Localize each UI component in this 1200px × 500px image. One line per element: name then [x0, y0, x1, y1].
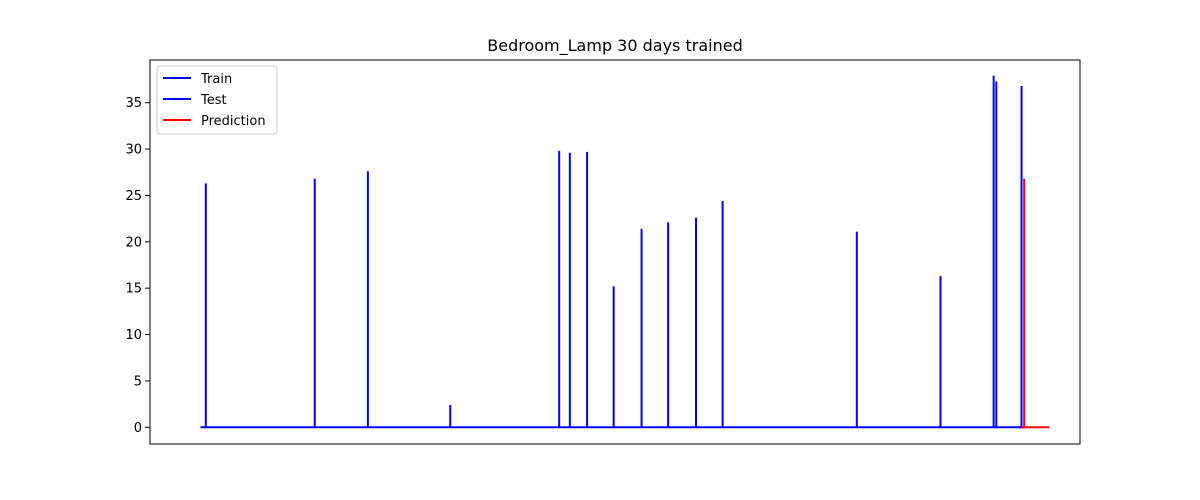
- chart-title: Bedroom_Lamp 30 days trained: [487, 36, 742, 56]
- y-tick-label: 25: [125, 189, 142, 204]
- y-tick-label: 30: [125, 143, 142, 158]
- axes-frame: [149, 59, 1081, 445]
- legend: Train Test Prediction: [156, 65, 278, 135]
- legend-label: Train: [200, 72, 232, 87]
- y-axis: 0 5 10 15 20 25 30 35: [125, 96, 150, 436]
- y-tick-label: 5: [134, 374, 142, 389]
- y-tick-label: 0: [134, 421, 142, 436]
- y-tick-label: 10: [125, 328, 142, 343]
- series-prediction: [1021, 178, 1050, 429]
- legend-label: Test: [200, 93, 227, 108]
- legend-label: Prediction: [201, 114, 266, 129]
- legend-box: [156, 65, 278, 135]
- plot-series: [200, 75, 1050, 429]
- y-tick-label: 20: [125, 235, 142, 250]
- y-tick-label: 15: [125, 282, 142, 297]
- y-tick-label: 35: [125, 96, 142, 111]
- series-train: [200, 75, 1022, 429]
